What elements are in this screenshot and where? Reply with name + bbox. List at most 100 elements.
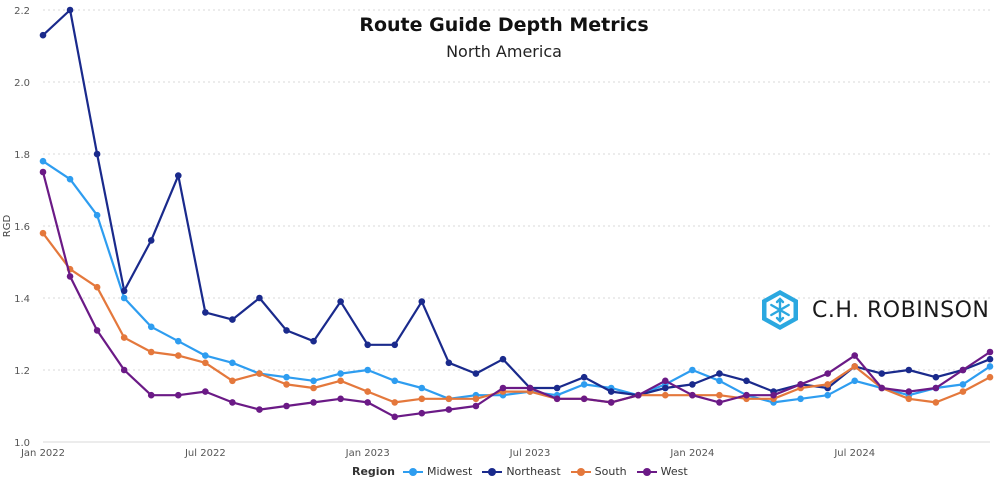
data-point-south[interactable] [905,395,913,403]
data-point-midwest[interactable] [202,352,209,359]
data-point-south[interactable] [337,377,344,385]
data-point-south[interactable] [39,229,47,237]
data-point-south[interactable] [824,381,831,388]
data-point-northeast[interactable] [472,370,480,377]
data-point-midwest[interactable] [174,337,182,345]
data-point-south[interactable] [959,388,967,395]
data-point-south[interactable] [310,384,317,392]
data-point-northeast[interactable] [580,373,588,381]
data-point-south[interactable] [256,370,263,377]
legend-item-south[interactable]: South [570,465,627,478]
data-point-northeast[interactable] [147,237,155,244]
data-point-midwest[interactable] [391,377,399,385]
data-point-midwest[interactable] [66,175,74,183]
data-point-west[interactable] [147,391,155,399]
data-point-northeast[interactable] [689,381,696,388]
data-point-west[interactable] [202,388,209,395]
data-point-northeast[interactable] [39,31,47,39]
data-point-west[interactable] [364,399,371,406]
data-point-midwest[interactable] [120,294,128,302]
data-point-west[interactable] [986,348,994,356]
data-point-west[interactable] [797,381,804,388]
data-point-northeast[interactable] [174,172,182,179]
data-point-northeast[interactable] [743,377,750,385]
data-point-west[interactable] [743,391,750,399]
data-point-northeast[interactable] [607,388,615,395]
data-point-midwest[interactable] [418,384,426,392]
data-point-midwest[interactable] [824,391,831,399]
data-point-midwest[interactable] [959,381,967,388]
data-point-northeast[interactable] [878,370,886,377]
data-point-northeast[interactable] [364,341,371,349]
data-point-northeast[interactable] [553,384,561,392]
data-point-northeast[interactable] [716,370,723,377]
data-point-west[interactable] [445,406,453,413]
data-point-south[interactable] [229,377,236,385]
data-point-midwest[interactable] [364,366,371,374]
data-point-midwest[interactable] [580,381,588,388]
data-point-northeast[interactable] [418,298,426,305]
data-point-northeast[interactable] [986,355,994,363]
data-point-west[interactable] [418,409,426,417]
data-point-west[interactable] [716,399,723,406]
data-point-midwest[interactable] [337,370,344,377]
data-point-midwest[interactable] [716,377,723,385]
data-point-northeast[interactable] [93,150,101,158]
data-point-west[interactable] [662,377,669,385]
data-point-west[interactable] [310,399,317,406]
data-point-west[interactable] [959,366,967,374]
data-point-west[interactable] [472,402,480,410]
data-point-midwest[interactable] [39,157,47,165]
data-point-south[interactable] [662,391,669,399]
data-point-northeast[interactable] [932,373,940,381]
data-point-south[interactable] [986,373,994,381]
data-point-south[interactable] [932,399,940,406]
data-point-midwest[interactable] [147,323,155,331]
data-point-midwest[interactable] [851,377,859,385]
data-point-west[interactable] [391,413,399,421]
data-point-northeast[interactable] [120,287,128,295]
data-point-west[interactable] [770,391,777,399]
legend-item-northeast[interactable]: Northeast [482,465,561,478]
data-point-west[interactable] [229,399,236,406]
data-point-south[interactable] [445,395,453,403]
data-point-west[interactable] [689,391,696,399]
data-point-midwest[interactable] [986,363,994,370]
data-point-northeast[interactable] [256,294,263,302]
data-point-south[interactable] [472,395,480,403]
data-point-south[interactable] [418,395,426,403]
data-point-west[interactable] [39,168,47,176]
data-point-west[interactable] [607,399,615,406]
data-point-west[interactable] [580,395,588,403]
data-point-west[interactable] [526,384,534,392]
data-point-south[interactable] [120,334,128,341]
data-point-west[interactable] [634,391,642,399]
data-point-northeast[interactable] [310,337,317,345]
data-point-west[interactable] [499,384,507,392]
data-point-west[interactable] [283,402,290,410]
data-point-south[interactable] [93,283,101,291]
data-point-west[interactable] [256,406,263,413]
data-point-west[interactable] [905,388,913,395]
data-point-midwest[interactable] [310,377,317,385]
data-point-northeast[interactable] [66,6,74,14]
data-point-northeast[interactable] [499,355,507,363]
legend-item-midwest[interactable]: Midwest [402,465,472,478]
data-point-west[interactable] [824,370,831,377]
data-point-northeast[interactable] [662,384,669,392]
data-point-south[interactable] [147,348,155,356]
data-point-northeast[interactable] [202,309,209,316]
data-point-south[interactable] [364,388,371,395]
data-point-west[interactable] [932,384,940,392]
data-point-northeast[interactable] [445,359,453,367]
data-point-west[interactable] [553,395,561,403]
data-point-midwest[interactable] [797,395,804,403]
data-point-northeast[interactable] [229,316,236,323]
data-point-west[interactable] [878,384,886,392]
legend-item-west[interactable]: West [636,465,688,478]
data-point-south[interactable] [851,363,859,370]
data-point-midwest[interactable] [689,366,696,374]
data-point-south[interactable] [174,352,182,359]
data-point-south[interactable] [202,359,209,367]
data-point-west[interactable] [120,366,128,374]
